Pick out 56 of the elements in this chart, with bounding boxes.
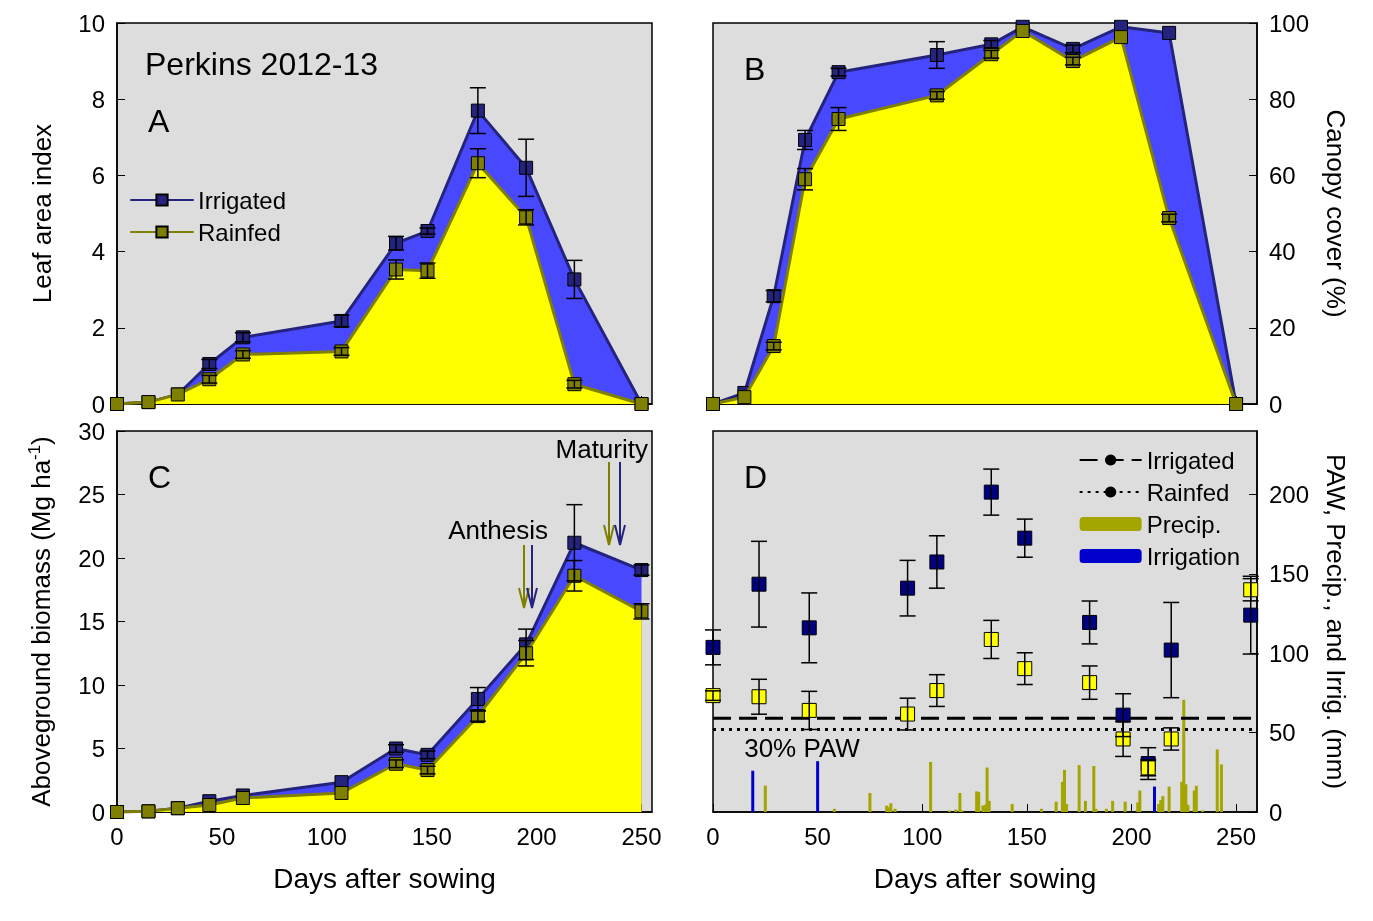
text: B: [744, 51, 766, 87]
legend-label: Rainfed: [198, 218, 281, 246]
x-tick-label: 200: [516, 822, 557, 850]
y-axis-title: Aboveground biomass (Mg ha-1): [25, 436, 56, 807]
y-tick-label: 6: [91, 161, 105, 189]
x-tick-label: 200: [1111, 822, 1152, 850]
y-axis-title: Canopy cover (%): [1321, 109, 1351, 318]
y-tick-label: 100: [1269, 9, 1310, 37]
legend-label: Precip.: [1146, 510, 1222, 538]
y-tick-label: 60: [1269, 161, 1296, 189]
x-tick-label: 150: [1006, 822, 1047, 850]
y-tick-label: 0: [91, 798, 105, 826]
legend-label: Irrigated: [1146, 446, 1235, 474]
y-axis-title: Leaf area index: [27, 123, 57, 304]
y-axis-title: PAW, Precip., and Irrig. (mm): [1321, 453, 1351, 790]
x-tick-label: 0: [706, 822, 720, 850]
text: A: [148, 103, 170, 139]
y-tick-label: 40: [1269, 238, 1296, 266]
y-tick-label: 10: [78, 671, 105, 699]
y-tick-label: 150: [1269, 560, 1310, 588]
annotation: Anthesis: [448, 515, 548, 545]
x-axis-title: Days after sowing: [273, 862, 496, 894]
y-tick-label: 0: [1269, 390, 1283, 418]
legend-label: Irrigation: [1146, 542, 1240, 570]
y-tick-label: 200: [1269, 481, 1310, 508]
y-tick-label: 30: [78, 417, 105, 445]
x-tick-label: 50: [208, 822, 236, 850]
y-tick-label: 100: [1269, 639, 1310, 667]
x-tick-label: 250: [1216, 822, 1257, 850]
x-axis-title: Days after sowing: [873, 862, 1097, 894]
text: C: [148, 459, 172, 495]
x-tick-label: 100: [306, 822, 347, 850]
x-tick-label: 0: [110, 822, 124, 850]
y-tick-label: 8: [91, 85, 105, 113]
annotation: Perkins 2012-13: [145, 46, 379, 82]
y-tick-label: 2: [91, 314, 105, 342]
annotation: Maturity: [555, 434, 648, 464]
y-tick-label: 25: [78, 481, 105, 508]
y-tick-label: 15: [78, 608, 105, 635]
y-tick-label: 20: [1269, 314, 1296, 342]
x-tick-label: 250: [621, 822, 662, 850]
y-tick-label: 10: [78, 9, 105, 37]
y-tick-label: 4: [91, 238, 105, 266]
legend-label: Irrigated: [198, 186, 287, 214]
x-tick-label: 50: [804, 822, 831, 850]
y-tick-label: 0: [1269, 798, 1283, 826]
legend-label: Rainfed: [1146, 478, 1230, 506]
y-tick-label: 20: [78, 544, 105, 572]
annotation: 30% PAW: [744, 733, 861, 763]
y-tick-label: 80: [1269, 85, 1296, 113]
y-tick-label: 5: [91, 735, 105, 762]
y-tick-label: 0: [91, 390, 105, 418]
y-tick-label: 50: [1269, 719, 1296, 747]
x-tick-label: 150: [411, 822, 452, 850]
text: D: [744, 459, 768, 495]
x-tick-label: 100: [902, 822, 943, 850]
